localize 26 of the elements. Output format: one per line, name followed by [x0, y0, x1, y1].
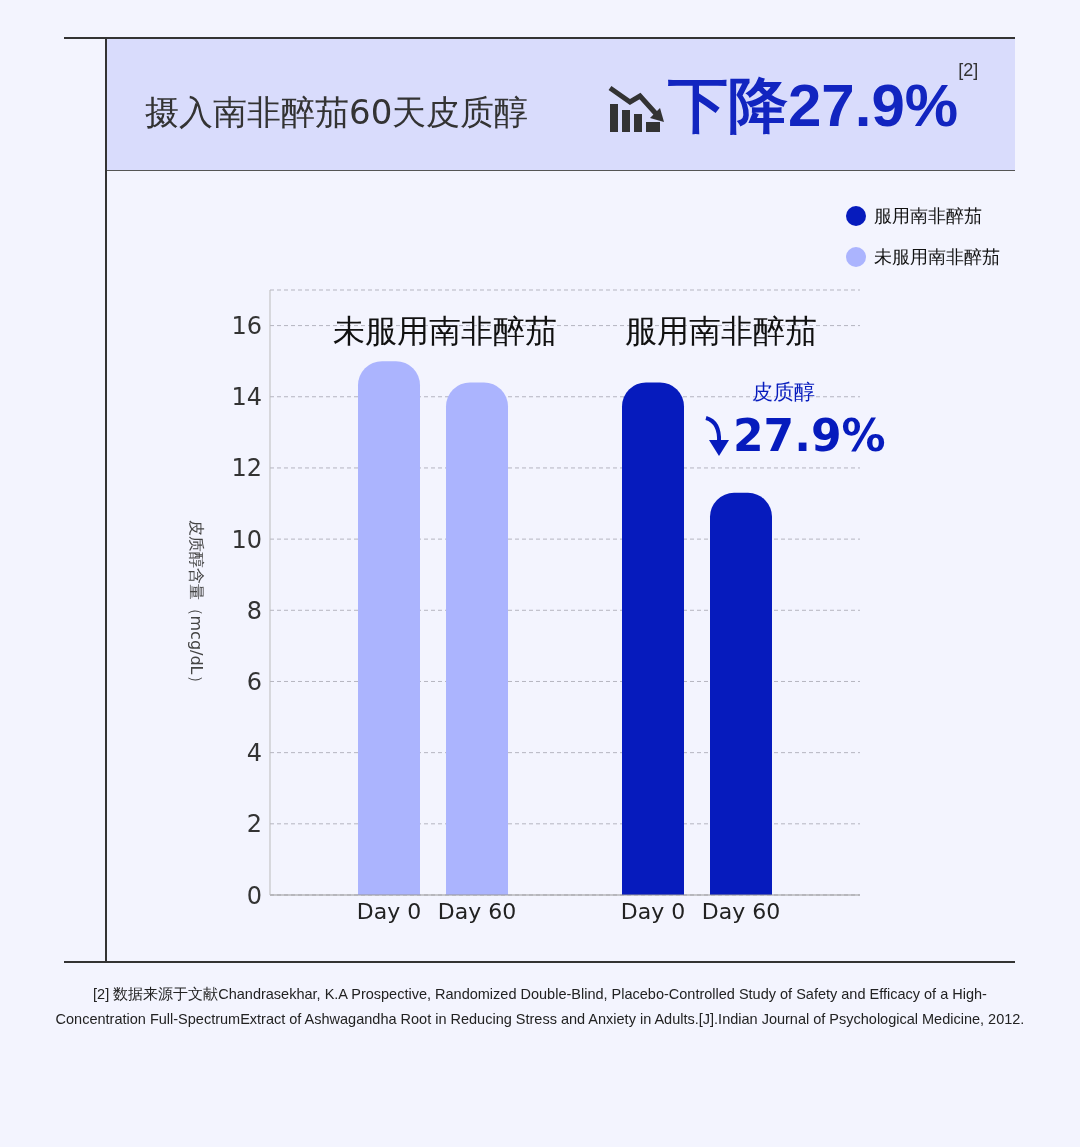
- chart-title: 摄入南非醉茄60天皮质醇: [145, 91, 529, 134]
- y-tick-label: 8: [246, 596, 262, 625]
- x-tick-label: Day 0: [356, 898, 422, 924]
- y-tick-label: 0: [246, 881, 262, 910]
- y-tick-label: 14: [231, 383, 262, 412]
- text: [2] 数据来源于文献Chandrasekhar, K.A Prospective, Randomized Double-Blind, Placebo-Controlled Study of Safety and Efficacy of a High-Concentration Full-SpectrumExtract of Ashwagandha Root in Reducing Stress and Anxiety in Adults.[J].Indian Journal of Psychological Medicine, 2012.: [54, 985, 1026, 1029]
- y-axis-title: 皮质醇含量（mcg/dL）: [185, 519, 206, 691]
- y-tick-label: 10: [231, 525, 262, 554]
- chart-subtitle: 下降27.9%$^{[2]}$: [668, 60, 979, 141]
- y-tick-label: 6: [246, 667, 262, 696]
- bar: [446, 382, 508, 895]
- bar: [622, 382, 684, 895]
- annotation: 服用南非醉茄: [624, 311, 818, 352]
- annotation: 皮质醇 27.9%: [733, 379, 886, 461]
- x-tick-label: Day 60: [701, 898, 781, 924]
- bar: [710, 492, 772, 895]
- y-tick-label: 12: [231, 454, 262, 483]
- x-tick-label: Day 0: [620, 898, 686, 924]
- legend-label: 服用南非醉茄: [874, 203, 982, 228]
- y-tick-label: 2: [246, 810, 262, 839]
- y-tick-label: 4: [246, 739, 262, 768]
- annotation: 未服用南非醉茄: [332, 311, 558, 352]
- legend-label: 未服用南非醉茄: [874, 244, 1000, 269]
- bar: [358, 361, 420, 895]
- x-tick-label: Day 60: [437, 898, 517, 924]
- y-tick-label: 16: [231, 312, 262, 341]
